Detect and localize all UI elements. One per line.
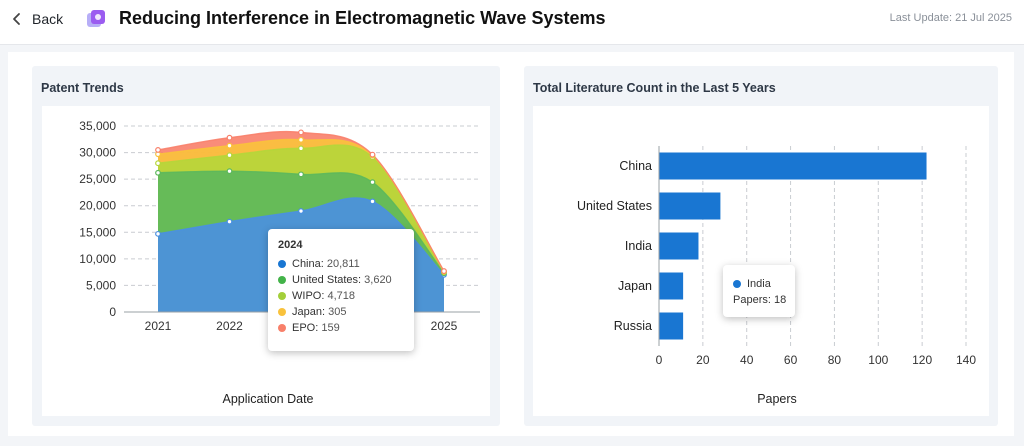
data-point: [226, 134, 233, 141]
y-tick-label: 30,000: [79, 146, 116, 160]
tooltip-series-value: 3,620: [361, 274, 392, 286]
series-dot-icon: [278, 276, 286, 284]
y-tick-label: 35,000: [79, 119, 116, 133]
literature-title: Total Literature Count in the Last 5 Yea…: [533, 81, 776, 95]
series-dot-icon: [278, 292, 286, 300]
y-tick-label: 5,000: [86, 278, 116, 292]
data-point: [226, 142, 233, 149]
series-dot-icon: [733, 280, 741, 288]
data-point: [298, 136, 304, 143]
tooltip-row: Japan: 305: [278, 304, 414, 320]
tooltip-row: China: 20,811: [278, 256, 414, 272]
y-tick-label: India: [625, 239, 652, 253]
bar-russia: [659, 312, 684, 340]
app-header: Back Reducing Interference in Electromag…: [0, 0, 1024, 45]
data-point: [298, 171, 304, 178]
tooltip-series-value: 305: [325, 306, 347, 318]
main-content: Patent Trends 0 5,000 10,000 15,000 20,000 25…: [8, 52, 1014, 436]
data-point: [226, 168, 233, 175]
page-title: Reducing Interference in Electromagnetic…: [119, 8, 606, 28]
data-point: [369, 179, 376, 186]
x-tick-label: 120: [912, 353, 932, 367]
bar-china: [659, 152, 927, 180]
y-tick-label: 20,000: [79, 199, 116, 213]
app-logo-icon: [87, 10, 105, 27]
tooltip-series-label: EPO:: [292, 322, 319, 334]
data-point: [226, 218, 233, 225]
data-point: [155, 230, 161, 237]
last-update-label: Last Update:: [889, 12, 953, 24]
x-tick-label: 0: [656, 353, 663, 367]
series-dot-icon: [278, 260, 286, 268]
x-tick-label: 20: [696, 353, 710, 367]
tooltip-series-value: 20,811: [323, 258, 360, 270]
data-point: [155, 147, 161, 153]
tooltip-row: United States: 3,620: [278, 272, 414, 288]
tooltip-series-label: Japan:: [292, 306, 326, 318]
patent-trends-chart-card: 0 5,000 10,000 15,000 20,000 25,000 30,000 35,0…: [42, 106, 490, 416]
patent-trends-title: Patent Trends: [41, 81, 124, 95]
literature-chart[interactable]: 0 20 40 60 80 100 120 140 China United States Indi…: [533, 106, 989, 416]
data-point: [155, 169, 161, 176]
y-tick-label: 15,000: [79, 225, 116, 239]
tooltip-metric-row: Papers: 18: [733, 292, 795, 308]
y-tick-label: 0: [109, 305, 116, 319]
patent-trends-chart[interactable]: 0 5,000 10,000 15,000 20,000 25,000 30,000 35,0…: [42, 106, 490, 416]
series-dot-icon: [278, 308, 286, 316]
y-tick-label: 10,000: [79, 252, 116, 266]
tooltip-row: WIPO: 4,718: [278, 288, 414, 304]
back-button[interactable]: Back: [10, 8, 63, 30]
bar-japan: [659, 272, 684, 300]
tooltip-metric-value: 18: [773, 294, 787, 306]
tooltip-category: India: [747, 278, 771, 290]
data-point: [226, 152, 233, 159]
last-update-value: 21 Jul 2025: [955, 12, 1012, 24]
tooltip-series-label: WIPO:: [292, 290, 325, 302]
x-tick-label: 80: [828, 353, 842, 367]
y-tick-label: China: [619, 159, 652, 173]
bar-united-states: [659, 192, 721, 220]
patent-trends-tooltip: 2024 China: 20,811 United States: 3,620 WI…: [268, 229, 414, 351]
y-tick-label: United States: [577, 199, 652, 213]
patent-trends-panel: Patent Trends 0 5,000 10,000 15,000 20,000 25…: [32, 66, 500, 426]
x-tick-label: 40: [740, 353, 754, 367]
tooltip-series-row: India: [733, 276, 795, 292]
tooltip-metric-label: Papers:: [733, 294, 771, 306]
x-tick-label: 140: [956, 353, 976, 367]
data-point: [441, 268, 447, 274]
y-tick-label: Japan: [618, 279, 652, 293]
tooltip-series-value: 4,718: [324, 290, 355, 302]
data-point: [298, 129, 304, 136]
x-tick-label: 2022: [216, 319, 243, 333]
data-point: [369, 151, 376, 158]
x-axis-label: Papers: [757, 392, 797, 406]
data-point: [298, 145, 304, 152]
tooltip-series-label: United States:: [292, 274, 362, 286]
last-update: Last Update: 21 Jul 2025: [890, 12, 1012, 24]
tooltip-year: 2024: [278, 239, 303, 251]
chevron-left-icon: [13, 13, 20, 25]
tooltip-series-label: China:: [292, 258, 324, 270]
x-tick-label: 60: [784, 353, 798, 367]
literature-chart-card: 0 20 40 60 80 100 120 140 China United States Indi…: [533, 106, 989, 416]
literature-panel: Total Literature Count in the Last 5 Yea…: [524, 66, 998, 426]
x-axis-label: Application Date: [222, 392, 313, 406]
x-tick-label: 100: [868, 353, 888, 367]
literature-tooltip: India Papers: 18: [723, 265, 795, 317]
x-tick-label: 2021: [145, 319, 172, 333]
series-dot-icon: [278, 324, 286, 332]
back-label: Back: [32, 11, 64, 27]
y-tick-label: Russia: [614, 319, 652, 333]
series-line-epo: [157, 130, 445, 272]
bar-india: [659, 232, 699, 260]
data-point: [369, 198, 376, 205]
y-tick-label: 25,000: [79, 172, 116, 186]
tooltip-series-value: 159: [318, 322, 340, 334]
tooltip-row: EPO: 159: [278, 320, 414, 336]
data-point: [155, 160, 161, 167]
x-tick-label: 2025: [431, 319, 458, 333]
data-point: [298, 208, 304, 214]
